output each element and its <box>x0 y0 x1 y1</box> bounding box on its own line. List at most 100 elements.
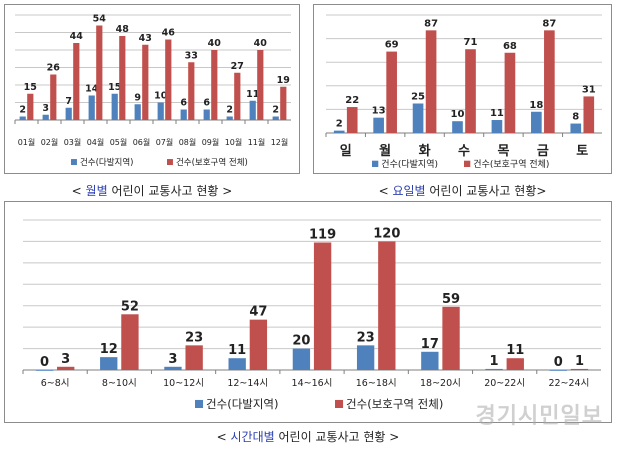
data-label: 15 <box>24 82 37 93</box>
bar-hotspot <box>373 117 384 133</box>
data-label: 31 <box>582 84 596 95</box>
data-label: 1 <box>575 354 584 369</box>
hourly-caption: < 시간대별 어린이 교통사고 현황 > <box>4 428 612 445</box>
bar-zone-total <box>165 39 172 120</box>
bar-hotspot <box>35 370 54 371</box>
legend-label: 건수(보호구역 전체) <box>176 157 248 168</box>
x-tick-label: 07월 <box>156 137 174 147</box>
caption-prefix: < <box>216 430 231 444</box>
bar-zone-total <box>544 30 555 134</box>
data-label: 71 <box>464 37 478 48</box>
data-label: 7 <box>65 96 72 107</box>
bar-hotspot <box>203 109 210 120</box>
bar-zone-total <box>188 62 195 120</box>
watermark-logo: 경기시민일보 <box>475 404 603 429</box>
bar-hotspot <box>356 345 375 370</box>
x-tick-label: 10월 <box>225 137 243 147</box>
x-tick-label: 09월 <box>202 137 220 147</box>
data-label: 40 <box>208 38 222 49</box>
x-tick-label: 08월 <box>179 137 197 147</box>
data-label: 20 <box>292 334 310 349</box>
legend-label: 건수(다발지역) <box>381 159 438 170</box>
bar-hotspot <box>485 368 503 370</box>
data-label: 2 <box>336 119 343 130</box>
x-tick-label: 10~12시 <box>163 378 204 389</box>
caption-text: 어린이 교통사고 현황 > <box>274 430 400 444</box>
x-tick-label: 03월 <box>64 137 82 147</box>
x-tick-label: 14~16시 <box>292 378 333 389</box>
bar-hotspot <box>19 116 26 120</box>
data-label: 6 <box>203 98 210 109</box>
bar-zone-total <box>57 366 75 370</box>
legend-swatch <box>71 159 77 165</box>
bar-hotspot <box>421 351 439 370</box>
bar-zone-total <box>121 314 139 370</box>
bar-hotspot <box>164 366 182 370</box>
bar-zone-total <box>185 345 203 370</box>
bar-zone-total <box>465 49 476 133</box>
legend-swatch <box>195 399 204 408</box>
legend-swatch <box>335 399 344 408</box>
data-label: 8 <box>572 112 579 123</box>
bar-zone-total <box>425 30 437 134</box>
legend-label: 건수(보호구역 전체) <box>473 159 549 170</box>
x-tick-label: 일 <box>340 144 352 159</box>
weekday-caption: < 요일별 어린이 교통사고 현황> <box>313 182 612 199</box>
x-tick-label: 수 <box>458 144 470 159</box>
hourly-chart: 0 36~8시12528~10시32310~12시114712~14시201191… <box>22 219 601 411</box>
weekday-chart: 222일1369월2587화1071수1168목1887금831토건수(다발지역… <box>325 14 602 170</box>
caption-highlight: 요일별 <box>392 184 426 198</box>
data-label: 44 <box>70 31 84 42</box>
bar-zone-total <box>346 107 358 133</box>
legend-swatch <box>372 160 379 167</box>
caption-prefix: < <box>378 184 393 198</box>
bar-zone-total <box>280 86 287 120</box>
data-label: 69 <box>385 40 399 51</box>
x-tick-label: 22~24시 <box>548 378 589 389</box>
data-label: 15 <box>108 82 121 93</box>
bar-hotspot <box>570 123 582 133</box>
data-label: 18 <box>529 100 543 111</box>
bar-hotspot <box>228 358 246 370</box>
bar-zone-total <box>211 50 218 120</box>
bar-hotspot <box>88 95 95 120</box>
bar-zone-total <box>96 25 103 120</box>
data-label: 17 <box>421 337 439 352</box>
bar-hotspot <box>180 109 187 120</box>
x-tick-label: 토 <box>576 144 588 159</box>
bar-hotspot <box>42 114 49 120</box>
bar-hotspot <box>272 116 279 120</box>
x-tick-label: 20~22시 <box>484 378 525 389</box>
bar-zone-total <box>73 43 80 120</box>
x-tick-label: 18~20시 <box>420 378 461 389</box>
bar-zone-total <box>234 72 241 120</box>
data-label: 47 <box>249 305 267 320</box>
data-label: 3 <box>42 103 49 114</box>
data-label: 119 <box>309 228 336 243</box>
bar-zone-total <box>504 52 516 134</box>
bar-zone-total <box>249 319 268 370</box>
data-label: 26 <box>47 63 61 74</box>
bar-hotspot <box>226 116 233 120</box>
data-label: 68 <box>503 41 517 52</box>
data-label: 52 <box>121 299 139 314</box>
legend-label: 건수(보호구역 전체) <box>346 397 443 411</box>
x-tick-label: 8~10시 <box>102 378 137 389</box>
monthly-chart: 21501월32602월74403월145404월154805월94306월10… <box>14 14 291 168</box>
x-tick-label: 목 <box>497 144 509 159</box>
data-label: 13 <box>372 106 386 117</box>
data-label: 1 <box>490 354 499 369</box>
bar-zone-total <box>257 50 264 120</box>
bar-hotspot <box>549 370 567 371</box>
weekday-chart-panel: 2 22 일 13 69 월 25 87 화 10 71 수 11 68 목 18 87 금 8 31 토 건수(다발지역… <box>313 4 612 174</box>
bar-hotspot <box>333 130 345 133</box>
data-label: 23 <box>357 330 375 345</box>
data-label: 11 <box>490 108 504 119</box>
bar-hotspot <box>491 120 503 133</box>
data-label: 14 <box>85 84 99 95</box>
data-label: 87 <box>424 18 438 29</box>
bar-zone-total <box>142 44 149 120</box>
data-label: 0 <box>40 355 49 370</box>
x-tick-label: 05월 <box>110 137 128 147</box>
x-tick-label: 월 <box>379 143 391 159</box>
